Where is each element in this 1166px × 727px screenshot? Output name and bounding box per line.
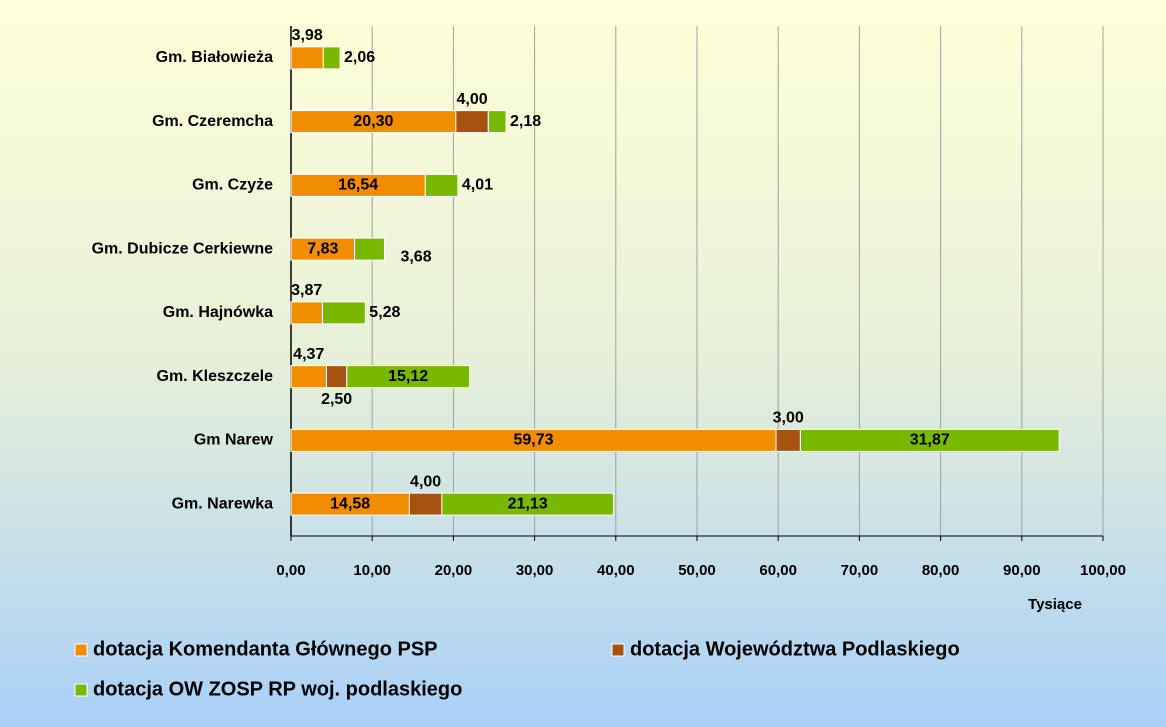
- x-tick-label: 0,00: [276, 562, 305, 579]
- value-label: 4,01: [462, 177, 493, 194]
- bar-segment: [799, 428, 1060, 452]
- bar-segment: [290, 46, 324, 70]
- value-label: 5,28: [369, 304, 400, 321]
- y-tick-label: Gm. Narewka: [172, 495, 273, 512]
- x-tick-label: 40,00: [597, 562, 635, 579]
- value-label: 4,00: [410, 473, 441, 490]
- x-tick-label: 90,00: [1003, 562, 1041, 579]
- value-label: 14,58: [330, 495, 370, 512]
- value-label: 20,30: [353, 113, 393, 130]
- y-tick-label: Gm. Białowieża: [156, 49, 273, 66]
- x-tick-label: 60,00: [759, 562, 797, 579]
- bar-segment: [441, 492, 614, 516]
- value-label: 3,98: [292, 27, 323, 44]
- x-tick-label: 80,00: [922, 562, 960, 579]
- bar-segment: [290, 301, 323, 325]
- value-label: 31,87: [910, 432, 950, 449]
- x-tick-label: 100,00: [1080, 562, 1126, 579]
- x-tick-label: 50,00: [678, 562, 716, 579]
- y-tick-label: Gm Narew: [194, 432, 274, 449]
- value-label: 7,83: [307, 240, 338, 257]
- value-label: 59,73: [513, 432, 553, 449]
- value-label: 3,87: [291, 282, 322, 299]
- bar-segment: [424, 173, 459, 197]
- bar-segment: [346, 365, 471, 389]
- legend-label: dotacja Województwa Podlaskiego: [630, 638, 960, 660]
- value-label: 3,00: [773, 410, 804, 427]
- x-tick-label: 20,00: [435, 562, 473, 579]
- value-label: 16,54: [338, 177, 378, 194]
- x-tick-label: 70,00: [841, 562, 879, 579]
- x-tick-label: 30,00: [516, 562, 554, 579]
- value-label: 4,37: [293, 346, 324, 363]
- bar-segment: [321, 301, 366, 325]
- bar-segment: [354, 237, 385, 261]
- x-tick-label: 10,00: [353, 562, 391, 579]
- value-label: 15,12: [388, 368, 428, 385]
- value-label: 4,00: [457, 91, 488, 108]
- legend-swatch: [74, 683, 88, 697]
- legend-swatch: [611, 643, 625, 657]
- bar-segment: [322, 46, 341, 70]
- y-tick-label: Gm. Czeremcha: [152, 113, 273, 130]
- bar-segment: [775, 428, 801, 452]
- value-label: 2,18: [510, 113, 541, 130]
- value-label: 2,06: [344, 49, 375, 66]
- bar-segment: [325, 365, 348, 389]
- x-axis-label: Tysiące: [1028, 596, 1082, 613]
- y-tick-label: Gm. Hajnówka: [163, 304, 273, 321]
- value-label: 2,50: [321, 391, 352, 408]
- bar-segment: [487, 110, 507, 134]
- value-label: 21,13: [508, 495, 548, 512]
- legend-label: dotacja OW ZOSP RP woj. podlaskiego: [93, 678, 462, 700]
- y-tick-label: Gm. Czyże: [192, 177, 273, 194]
- legend-swatch: [74, 643, 88, 657]
- legend-label: dotacja Komendanta Głównego PSP: [93, 638, 438, 660]
- value-label: 3,68: [400, 248, 431, 265]
- y-tick-label: Gm. Dubicze Cerkiewne: [92, 240, 273, 257]
- bar-segment: [455, 110, 489, 134]
- bar-segment: [290, 365, 327, 389]
- bar-segment: [408, 492, 443, 516]
- y-tick-label: Gm. Kleszczele: [157, 368, 274, 385]
